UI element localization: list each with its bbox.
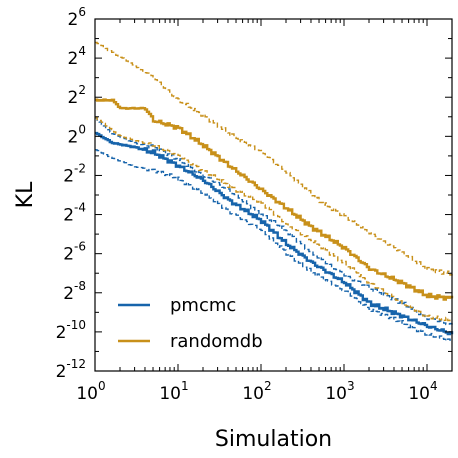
y-tick-label: 24: [68, 44, 86, 69]
y-tick-label: 2-8: [63, 279, 86, 304]
plot-lines: [95, 41, 454, 342]
series-line-randomdb-upper: [95, 41, 453, 276]
y-tick-label: 2-4: [63, 201, 86, 226]
x-tick-label: 101: [159, 379, 188, 404]
axes: 100 101 102 103 104 2-12 2-10 2-8 2-6 2-4 2-2 20 22 2…: [56, 5, 453, 404]
x-tick-label: 104: [408, 379, 437, 404]
legend-label: pmcmc: [170, 295, 236, 316]
y-tick-label: 22: [68, 83, 86, 108]
y-tick-label: 2-12: [56, 357, 86, 382]
y-tick-label: 2-6: [63, 240, 86, 265]
x-tick-label: 102: [242, 379, 271, 404]
series-line-pmcmc-lower: [95, 149, 453, 342]
series-line-pmcmc-upper: [95, 117, 453, 326]
y-axis-label: KL: [13, 181, 38, 208]
series-line-pmcmc: [95, 131, 454, 336]
x-tick-label: 100: [76, 379, 105, 404]
y-tick-label: 26: [68, 5, 86, 30]
series-line-randomdb: [95, 98, 454, 301]
plot-frame: [94, 18, 453, 372]
x-axis-label: Simulation: [215, 427, 332, 452]
series-line-randomdb-lower: [95, 116, 453, 322]
y-tick-label: 2-10: [56, 318, 86, 343]
y-tick-label: 2-2: [63, 161, 86, 186]
y-tick-label: 20: [68, 122, 86, 147]
x-tick-label: 103: [325, 379, 354, 404]
legend: pmcmc randomdb: [118, 295, 263, 352]
legend-label: randomdb: [170, 331, 263, 352]
